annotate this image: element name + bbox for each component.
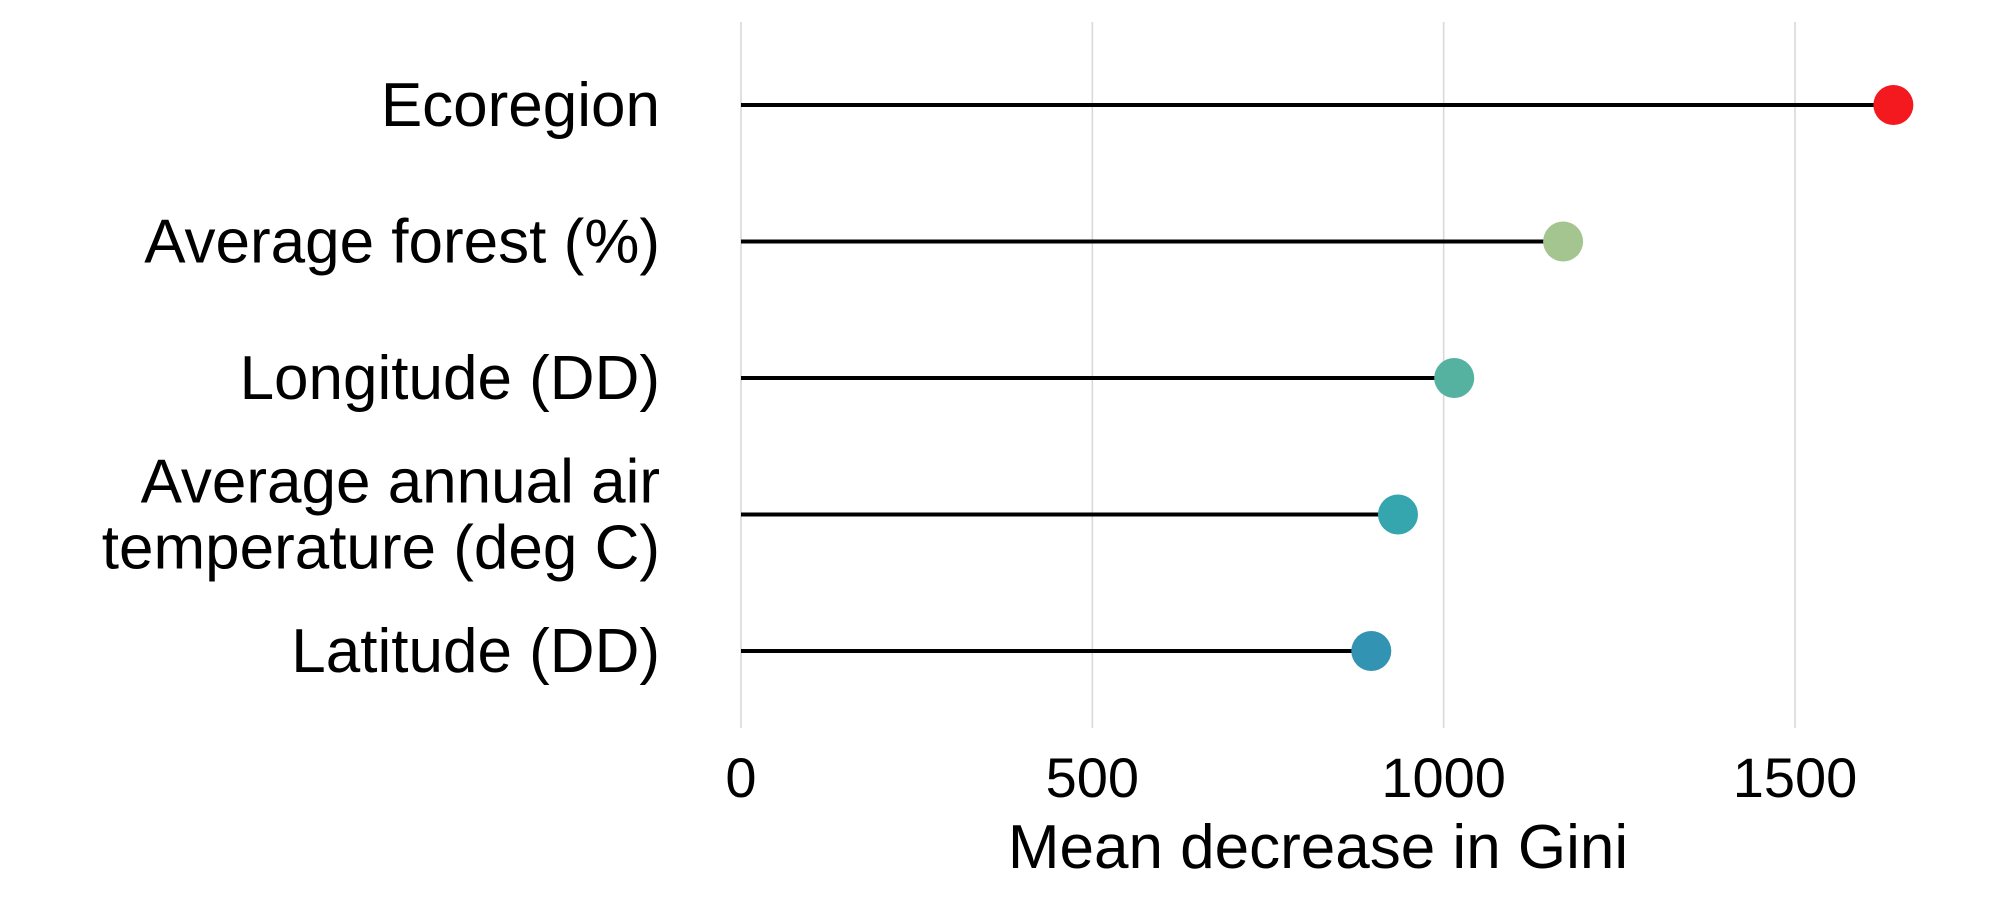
point-1 (1543, 221, 1584, 262)
x-tick-label-3: 1500 (1733, 746, 1858, 809)
x-tick-labels: 0 500 1000 1500 (725, 746, 1857, 809)
point-2 (1434, 358, 1475, 398)
category-label-3-line-1: temperature (deg C) (102, 514, 660, 583)
x-tick-label-0: 0 (725, 746, 756, 809)
x-tick-label-2: 1000 (1381, 746, 1506, 809)
x-axis-title: Mean decrease in Gini (1008, 813, 1628, 882)
x-tick-label-1: 500 (1046, 746, 1139, 809)
category-labels: Ecoregion Average forest (%) Longitude (DD… (102, 71, 660, 686)
point-0 (1873, 85, 1914, 125)
point-3 (1377, 494, 1418, 535)
stems (741, 103, 1894, 653)
point-4 (1351, 631, 1392, 671)
category-label-2-line-0: Longitude (DD) (240, 344, 660, 413)
category-label-3-line-0: Average annual air (141, 448, 660, 517)
gridlines (740, 22, 1796, 728)
category-label-0-line-0: Ecoregion (381, 71, 660, 140)
category-label-1-line-0: Average forest (%) (144, 208, 660, 277)
points (1351, 85, 1914, 671)
category-label-4-line-0: Latitude (DD) (291, 617, 660, 686)
